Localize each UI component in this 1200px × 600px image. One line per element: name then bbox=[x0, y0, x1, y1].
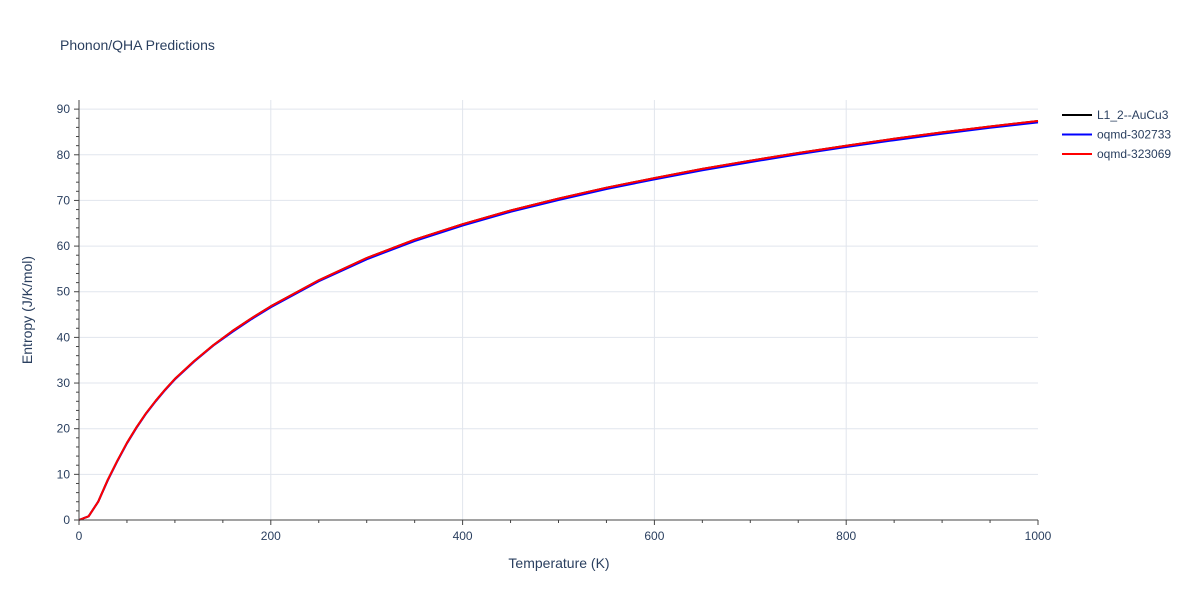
y-ticks: 0 10 20 30 40 50 60 70 80 90 bbox=[57, 102, 71, 527]
legend-label: oqmd-302733 bbox=[1097, 128, 1171, 142]
y-tick-label: 70 bbox=[57, 193, 71, 207]
y-tick-label: 30 bbox=[57, 376, 71, 390]
x-tick-label: 400 bbox=[453, 529, 473, 543]
series-line-1 bbox=[78, 121, 1039, 521]
legend-item[interactable]: oqmd-302733 bbox=[1062, 128, 1171, 142]
y-axis-title: Entropy (J/K/mol) bbox=[19, 256, 35, 364]
grid bbox=[79, 100, 1038, 520]
x-tick-label: 600 bbox=[644, 529, 664, 543]
series-lines bbox=[78, 120, 1039, 521]
legend-label: oqmd-323069 bbox=[1097, 147, 1171, 161]
legend-label: L1_2--AuCu3 bbox=[1097, 108, 1169, 122]
y-tick-label: 60 bbox=[57, 239, 71, 253]
legend-item[interactable]: oqmd-323069 bbox=[1062, 147, 1171, 161]
chart-title: Phonon/QHA Predictions bbox=[60, 37, 215, 53]
y-tick-label: 0 bbox=[63, 513, 70, 527]
y-tick-label: 20 bbox=[57, 422, 71, 436]
y-tick-label: 10 bbox=[57, 467, 71, 481]
x-axis-title: Temperature (K) bbox=[508, 555, 609, 571]
x-tick-label: 200 bbox=[261, 529, 281, 543]
y-tick-label: 80 bbox=[57, 148, 71, 162]
x-tick-label: 0 bbox=[76, 529, 83, 543]
series-line-0 bbox=[78, 120, 1039, 521]
axis-lines bbox=[74, 100, 1039, 525]
x-ticks: 0 200 400 600 800 1000 bbox=[76, 529, 1052, 543]
y-tick-label: 50 bbox=[57, 285, 71, 299]
series-line-2 bbox=[78, 120, 1039, 521]
x-tick-label: 1000 bbox=[1025, 529, 1052, 543]
x-tick-label: 800 bbox=[836, 529, 856, 543]
legend[interactable]: L1_2--AuCu3 oqmd-302733 oqmd-323069 bbox=[1062, 108, 1171, 161]
y-tick-label: 40 bbox=[57, 330, 71, 344]
legend-item[interactable]: L1_2--AuCu3 bbox=[1062, 108, 1169, 122]
y-tick-label: 90 bbox=[57, 102, 71, 116]
